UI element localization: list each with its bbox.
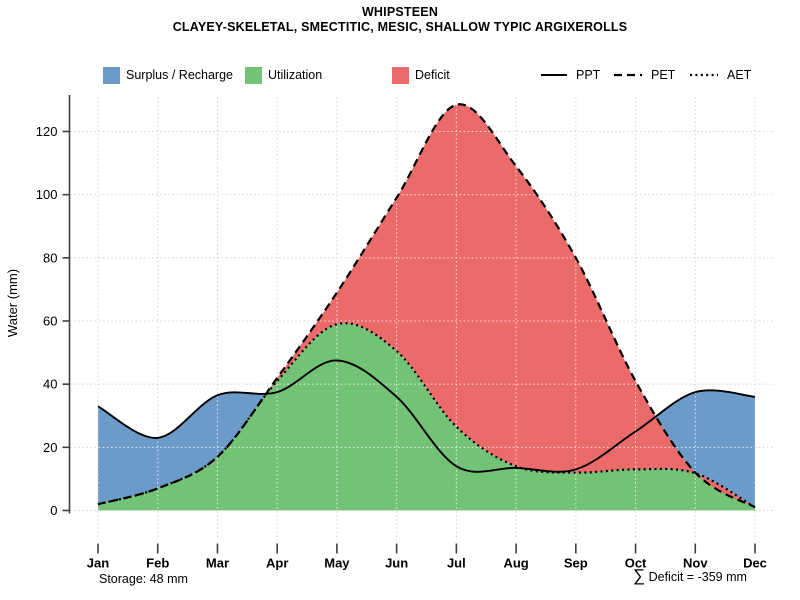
y-tick-label: 20 <box>43 440 57 455</box>
month-label: Jun <box>385 556 408 571</box>
dotted-line-icon <box>690 73 718 77</box>
water-balance-areas <box>98 104 755 511</box>
legend-item-surplus: Surplus / Recharge <box>103 66 233 84</box>
y-axis-label: Water (mm) <box>5 269 20 337</box>
pet-line <box>97 103 756 509</box>
chart-title-block: WHIPSTEEN CLAYEY-SKELETAL, SMECTITIC, ME… <box>0 5 800 35</box>
solid-line-icon <box>541 74 567 76</box>
legend-label-deficit: Deficit <box>415 68 450 82</box>
dashed-line-icon <box>614 73 642 77</box>
y-tick-labels: 0 20 40 60 80 100 120 <box>36 124 58 518</box>
deficit-sum-note: ∑ Deficit = -359 mm <box>633 567 747 584</box>
deficit-swatch-icon <box>392 66 409 84</box>
month-label: May <box>324 556 350 571</box>
y-tick-label: 60 <box>43 314 57 329</box>
month-label: Sep <box>564 556 588 571</box>
month-label: Feb <box>146 556 169 571</box>
legend-label-utilization: Utilization <box>268 68 323 82</box>
legend-label-pet: PET <box>651 68 676 82</box>
x-tick-labels: Jan Feb Mar Apr May Jun Jul Aug Sep Oct Nov Dec <box>87 556 767 571</box>
legend-item-deficit: Deficit <box>392 66 450 84</box>
storage-note: Storage: 48 mm <box>99 572 188 586</box>
y-tick-label: 0 <box>50 503 57 518</box>
utilization-swatch-icon <box>245 66 262 84</box>
month-label: Mar <box>206 556 229 571</box>
ppt-line <box>97 359 756 473</box>
surplus-swatch-icon <box>103 66 120 84</box>
aet-line <box>97 322 756 509</box>
month-label: Oct <box>625 556 647 571</box>
y-tick-label: 120 <box>36 124 58 139</box>
sigma-icon: ∑ <box>633 566 646 585</box>
storage-text: Storage: 48 mm <box>99 572 188 586</box>
chart-subtitle: CLAYEY-SKELETAL, SMECTITIC, MESIC, SHALL… <box>172 20 628 34</box>
month-label: Nov <box>683 556 708 571</box>
deficit-sum-text: Deficit = -359 mm <box>648 570 747 584</box>
month-label: Jan <box>87 556 109 571</box>
legend-item-aet: AET <box>689 66 751 84</box>
axes <box>62 95 756 554</box>
legend-item-utilization: Utilization <box>245 66 322 84</box>
month-label: Jul <box>447 556 466 571</box>
y-tick-label: 40 <box>43 377 57 392</box>
deficit-area <box>98 104 755 508</box>
legend-label-ppt: PPT <box>576 68 601 82</box>
chart-title: WHIPSTEEN <box>361 5 439 19</box>
utilization-area <box>98 323 755 511</box>
month-label: Dec <box>743 556 767 571</box>
legend-label-aet: AET <box>727 68 752 82</box>
legend-item-ppt: PPT <box>540 66 600 84</box>
y-tick-label: 100 <box>36 187 58 202</box>
month-label: Aug <box>503 556 528 571</box>
y-tick-label: 80 <box>43 250 57 265</box>
month-label: Apr <box>266 556 288 571</box>
legend-item-pet: PET <box>613 66 675 84</box>
legend-label-surplus: Surplus / Recharge <box>126 68 234 82</box>
